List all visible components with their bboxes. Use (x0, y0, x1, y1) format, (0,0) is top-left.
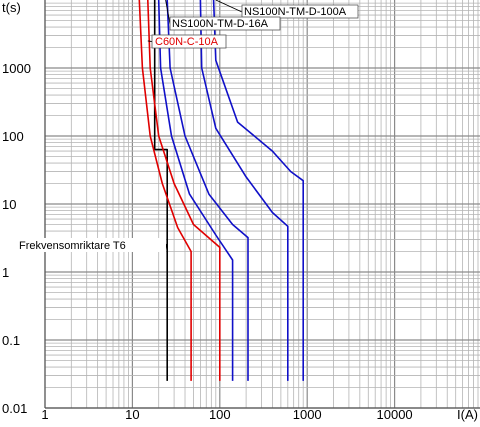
y-tick-label: 0.1 (2, 333, 20, 348)
curve-ns100n-tm-d-16a-upper (166, 0, 249, 381)
annotation-leader (165, 243, 168, 252)
tick-labels: 1 10 100 1000 10000 1000 100 10 1 0.1 0.01 (2, 61, 413, 422)
x-tick-label: 10 (125, 407, 139, 422)
curve-ns100n-tm-d-100a-lower (199, 0, 289, 381)
curve-ns100n-tm-d-100a-upper (212, 0, 305, 381)
y-tick-label: 0.01 (2, 401, 27, 416)
y-tick-label: 1000 (2, 61, 31, 76)
y-tick-label: 10 (2, 197, 16, 212)
annotation-box (151, 34, 227, 49)
curves (138, 0, 305, 381)
annotation-box (16, 238, 166, 252)
x-tick-label: 1000 (293, 407, 322, 422)
curve-c60n-c-10a-lower (138, 0, 192, 381)
x-axis-label: I(A) (457, 407, 478, 422)
curve-c60n-c-10a-upper (147, 0, 221, 381)
annotation-box (169, 16, 281, 31)
x-tick-label: 10000 (377, 407, 413, 422)
x-tick-label: 1 (41, 407, 48, 422)
annotation-box (241, 4, 359, 19)
y-axis-label: t(s) (2, 0, 21, 15)
annotation-label: C60N-C-10A (155, 36, 219, 48)
y-tick-label: 1 (2, 265, 9, 280)
annotation-label: Frekvensomriktare T6 (19, 240, 126, 252)
log-grid (44, 0, 480, 409)
curve-ns100n-tm-d-16a-lower (157, 0, 234, 381)
annotation-label: NS100N-TM-D-16A (172, 18, 269, 30)
annotation-leader (215, 0, 243, 13)
annotation-label: NS100N-TM-D-100A (244, 6, 347, 18)
x-tick-label: 100 (209, 407, 231, 422)
curve-frekvensomriktare-t6 (153, 0, 168, 381)
annotation-leader (165, 0, 171, 25)
y-tick-label: 100 (2, 129, 24, 144)
